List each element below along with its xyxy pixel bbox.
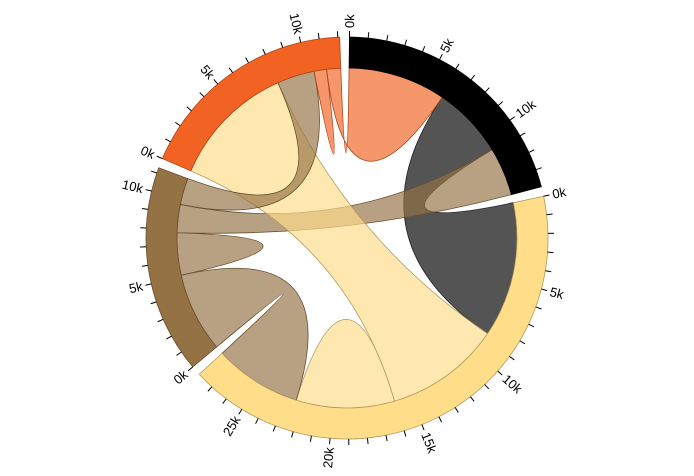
tick-mark: [165, 138, 171, 143]
tick-mark: [272, 425, 276, 432]
tick-mark: [141, 264, 148, 267]
tick-mark: [186, 106, 192, 112]
tick-mark: [213, 79, 219, 85]
tick-mark: [157, 318, 164, 323]
group-arc-0[interactable]: [348, 36, 542, 196]
tick-mark: [404, 39, 408, 46]
tick-label: 5k: [437, 35, 457, 55]
tick-label: 10k: [121, 177, 145, 197]
tick-mark: [497, 101, 504, 106]
tick-label: 0k: [551, 184, 568, 202]
tick-mark: [541, 288, 548, 292]
tick-mark: [519, 340, 526, 345]
tick-mark: [470, 74, 476, 81]
tick-mark: [291, 431, 294, 438]
tick-mark: [455, 63, 460, 70]
tick-mark: [438, 416, 443, 423]
tick-mark: [309, 435, 312, 442]
tick-mark: [528, 323, 535, 328]
tick-label: 5k: [197, 62, 218, 83]
tick-mark: [367, 32, 370, 39]
group-arc-1[interactable]: [198, 195, 549, 440]
tick-mark: [535, 167, 542, 171]
tick-mark: [454, 407, 459, 413]
tick-mark: [545, 270, 552, 273]
tick-mark: [187, 366, 194, 372]
tick-mark: [385, 435, 388, 442]
tick-mark: [142, 208, 149, 210]
tick-mark: [262, 48, 266, 55]
tick-mark: [439, 54, 443, 60]
tick-mark: [145, 189, 152, 192]
group-arc-3[interactable]: [161, 36, 342, 172]
tick-label: 5k: [127, 278, 144, 296]
tick-mark: [422, 45, 426, 52]
tick-mark: [509, 116, 516, 121]
tick-mark: [199, 92, 205, 98]
tick-mark: [280, 41, 284, 48]
tick-mark: [366, 437, 369, 444]
tick-label: 10k: [513, 96, 539, 121]
tick-mark: [519, 132, 526, 137]
tick-label: 0k: [171, 367, 192, 388]
tick-mark: [470, 396, 475, 402]
tick-mark: [546, 213, 553, 216]
tick-label: 10k: [499, 371, 525, 396]
tick-label: 15k: [418, 430, 440, 456]
tick-mark: [255, 418, 259, 424]
tick-mark: [238, 409, 243, 415]
tick-label: 25k: [220, 413, 244, 439]
tick-mark: [156, 155, 163, 160]
tick-label: 0k: [138, 143, 157, 162]
tick-mark: [484, 384, 490, 390]
tick-mark: [228, 67, 234, 73]
tick-mark: [543, 194, 550, 197]
tick-mark: [329, 438, 331, 445]
tick-mark: [145, 283, 152, 286]
tick-mark: [150, 170, 157, 174]
tick-label: 5k: [548, 284, 566, 302]
tick-mark: [403, 430, 407, 437]
tick-mark: [509, 355, 515, 361]
tick-mark: [386, 34, 389, 42]
tick-mark: [535, 306, 542, 310]
group-arcs: [145, 36, 549, 440]
tick-mark: [245, 57, 249, 64]
tick-mark: [207, 386, 213, 392]
tick-label: 10k: [287, 12, 307, 36]
tick-mark: [421, 424, 425, 431]
tick-mark: [150, 301, 157, 305]
tick-mark: [176, 351, 182, 356]
group-arc-2[interactable]: [145, 167, 218, 368]
tick-mark: [166, 335, 172, 340]
tick-mark: [317, 32, 320, 40]
tick-mark: [497, 370, 503, 376]
tick-mark: [222, 398, 227, 404]
tick-mark: [175, 121, 181, 127]
tick-mark: [528, 149, 535, 153]
tick-mark: [298, 36, 302, 43]
tick-label: 20k: [320, 446, 337, 469]
tick-label: 0k: [342, 14, 357, 28]
tick-mark: [484, 87, 490, 93]
ribbons: [176, 67, 518, 409]
